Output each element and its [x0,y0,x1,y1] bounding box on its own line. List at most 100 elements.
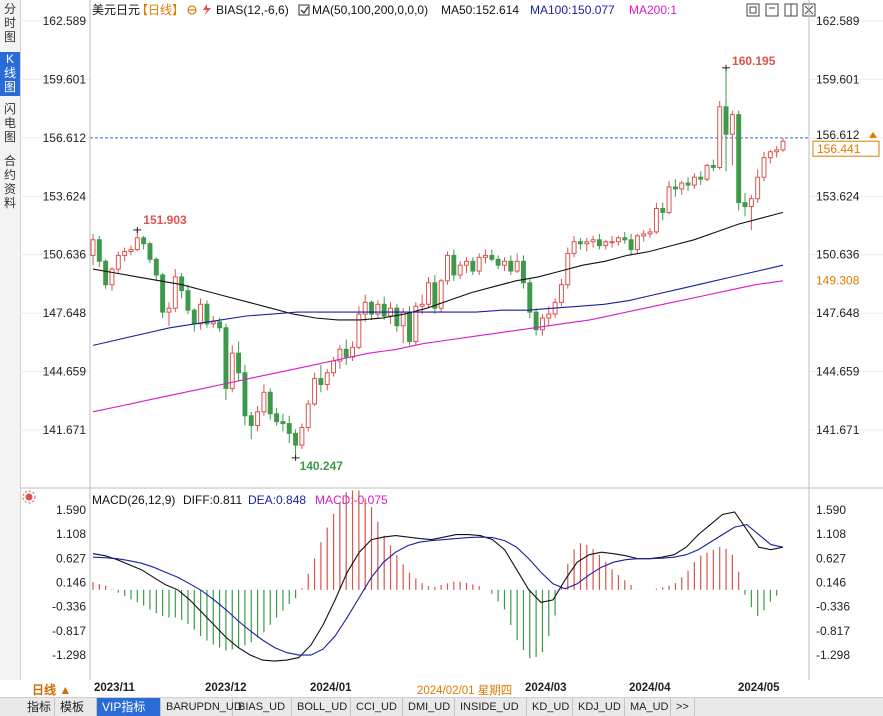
candle-body [198,303,204,325]
candle-body [615,237,621,243]
refresh-icon[interactable] [187,5,197,15]
candle-body [407,311,412,342]
tab-indicator[interactable]: 指标 [22,698,55,716]
candle-body [419,303,425,307]
candle-body [331,360,337,374]
candle-body [369,301,374,315]
candle-body [299,426,305,446]
macd-axis-right: 1.590 1.108 0.627 0.146 -0.336 -0.817 -1.298 [816,503,850,662]
price-tick-label: 153.624 [816,189,860,203]
candles-group [90,67,786,458]
candle-body [274,413,280,423]
candle-body [375,303,381,315]
tab-bias[interactable]: BIAS_UD [233,698,292,716]
diff-line [92,511,784,662]
candle-body [109,268,115,286]
window-restore-icon[interactable] [746,3,760,17]
price-tick-label: 150.636 [816,248,860,262]
macd-axis-left: 1.590 1.108 0.627 0.146 -0.336 -0.817 -1.298 [52,503,86,662]
candle-body [147,243,153,260]
tab-fenshi[interactable]: 分时图 [0,2,20,46]
ma200-line [92,280,784,413]
candle-body [483,254,488,258]
tab-shandian-label: 闪电图 [4,102,17,144]
macd-settings-icon[interactable] [22,490,36,504]
macd-tick-label: 0.627 [816,551,846,565]
tab-template[interactable]: 模板 [55,698,97,716]
tab-kline[interactable]: K线图 [0,52,20,96]
macd-label: MACD(26,12,9) [92,493,175,507]
candle-body [476,256,482,272]
tab-inside[interactable]: INSIDE_UD [455,698,527,716]
candle-body [286,423,292,434]
candle-body [502,260,507,266]
candle-body [520,260,526,284]
tab-boll[interactable]: BOLL_UD [292,698,351,716]
candle-body [172,276,178,309]
x-label-2024-03: 2024/03 [525,682,567,694]
tab-ma[interactable]: MA_UD [625,698,671,716]
candle-body [350,346,356,358]
candle-body [356,313,362,348]
candle-body [445,254,450,282]
high-annotation: 160.195 [732,54,776,68]
candle-body [527,282,533,313]
candle-body [236,352,242,374]
price-tick-label: 159.601 [43,72,87,86]
period-selector[interactable]: 日线 ▲ [32,683,72,697]
tab-heyue[interactable]: 合约资料 [0,154,20,212]
candle-body [514,260,520,272]
tab-more[interactable]: >> [671,698,695,716]
window-split-icon[interactable] [784,3,798,17]
candle-body [495,258,501,266]
candle-body [242,372,248,417]
tab-kd[interactable]: KD_UD [527,698,573,716]
candle-body [153,258,159,276]
candle-body [223,327,229,389]
x-label-2023-12: 2023/12 [205,682,247,694]
candle-body [596,239,602,247]
price-axis-right: 162.589 159.601 153.624 150.636 147.648 144.6… [816,14,860,437]
macd-tick-label: -0.817 [816,624,850,638]
price-tick-label: 144.659 [43,365,87,379]
candle-body [362,301,368,315]
price-tick-label: 141.671 [816,423,860,437]
window-max-icon[interactable] [765,3,779,17]
price-tick-label: 150.636 [43,248,87,262]
ma-checkbox-icon[interactable] [298,4,310,16]
price-tick-label: 141.671 [43,423,87,437]
tab-vip-indicator[interactable]: VIP指标 [97,698,161,716]
tab-cci[interactable]: CCI_UD [351,698,403,716]
tab-barupdn[interactable]: BARUPDN_UD [161,698,242,716]
tab-dmi[interactable]: DMI_UD [403,698,455,716]
candle-body [641,233,647,237]
ma-params-label: MA(50,100,200,0,0,0) [312,3,428,17]
candle-body [179,276,185,292]
candle-body [432,282,438,309]
candle-body [489,254,495,260]
candle-body [704,164,710,180]
candle-body [558,284,564,303]
candle-body [324,372,330,385]
macd-histogram [92,490,778,659]
kline-chart[interactable]: 美元日元 【日线】 BIAS(12,-6,6) MA(50,100,200,0,… [0,0,883,680]
x-label-2024-04: 2024/04 [629,682,671,694]
left-sidebar: 分时图 K线图 闪电图 合约资料 [0,0,21,680]
dea-line [92,524,784,656]
candle-body [166,307,172,313]
tab-kdj[interactable]: KDJ_UD [573,698,625,716]
current-line-value: 156.612 [816,128,860,142]
x-label-crosshair-date: 2024/02/01 星期四 [417,685,513,697]
candle-body [280,421,286,425]
candle-body [748,198,754,208]
macd-tick-label: -1.298 [52,648,86,662]
candle-body [660,207,666,213]
high-marker [722,64,731,71]
candle-body [267,391,273,415]
candle-body [672,186,678,190]
candle-body [229,352,235,389]
tab-shandian[interactable]: 闪电图 [0,102,20,146]
candle-body [141,237,147,245]
candle-body [679,182,685,190]
candle-body [394,307,400,327]
